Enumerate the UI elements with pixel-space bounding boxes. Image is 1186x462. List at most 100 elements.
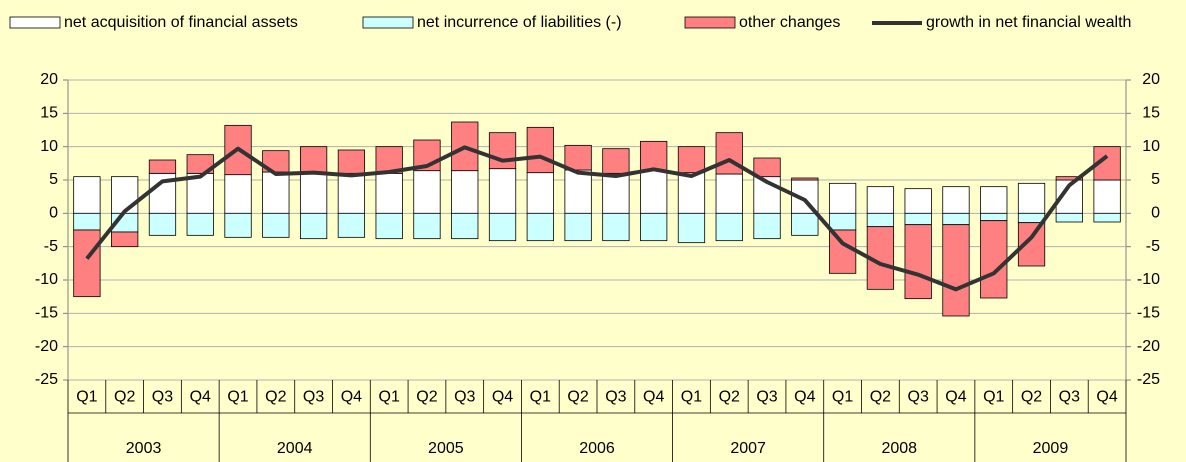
bar	[791, 177, 819, 181]
bar	[224, 212, 252, 238]
bar	[640, 170, 668, 214]
legend-swatch	[9, 16, 61, 29]
bar	[602, 212, 630, 242]
x-tick-label: Q2	[265, 389, 286, 406]
y-tick-label: 0	[49, 205, 58, 222]
bar	[1017, 182, 1046, 214]
x-tick-label: Q4	[794, 389, 815, 406]
legend-label: other changes	[739, 14, 840, 31]
x-tick-label: Q3	[605, 389, 626, 406]
bar	[564, 169, 592, 214]
bar	[1055, 176, 1083, 181]
x-tick-label: Q3	[756, 389, 777, 406]
line	[85, 145, 1109, 292]
bar	[715, 132, 743, 175]
x-tick-label: Q1	[983, 389, 1004, 406]
y-tick-label: -20	[35, 338, 58, 355]
x-tick-label: Q2	[870, 389, 891, 406]
bar	[1093, 212, 1121, 223]
bar	[186, 154, 214, 174]
bar	[73, 212, 101, 231]
legend-label: net acquisition of financial assets	[64, 14, 298, 31]
x-tick-label: Q3	[152, 389, 173, 406]
bar	[526, 212, 554, 242]
bar	[828, 212, 857, 231]
x-tick-label: Q2	[416, 389, 437, 406]
bar	[111, 176, 139, 214]
bar	[488, 168, 517, 214]
y2-tick-label: -10	[1137, 271, 1160, 288]
bar	[564, 144, 592, 171]
x-tick-label: Q1	[530, 389, 551, 406]
y-tick-label: 15	[40, 105, 58, 122]
y2-tick-label: -25	[1137, 371, 1160, 388]
x-tick-label: Q4	[341, 389, 362, 406]
bar	[904, 212, 932, 226]
y-tick-label: -10	[35, 271, 58, 288]
bar	[715, 173, 743, 214]
bar	[299, 212, 328, 240]
bar	[942, 224, 970, 317]
year-label: 2005	[428, 440, 464, 457]
x-tick-label: Q4	[643, 389, 664, 406]
bar	[942, 186, 970, 214]
y-tick-label: -25	[35, 371, 58, 388]
bar	[602, 148, 630, 174]
y2-tick-label: -20	[1137, 338, 1160, 355]
bar	[224, 174, 252, 214]
y2-tick-label: 15	[1142, 105, 1160, 122]
bar	[791, 212, 819, 236]
bar	[866, 212, 895, 228]
x-tick-label: Q2	[114, 389, 135, 406]
bar	[337, 172, 366, 214]
x-tick-label: Q4	[945, 389, 966, 406]
bar	[677, 212, 706, 244]
bar	[413, 170, 441, 214]
bar	[148, 159, 177, 174]
bar	[828, 182, 857, 214]
year-label: 2009	[1033, 440, 1069, 457]
x-tick-label: Q1	[832, 389, 853, 406]
x-tick-label: Q1	[681, 389, 702, 406]
x-tick-label: Q2	[719, 389, 740, 406]
bar	[753, 212, 781, 240]
y2-tick-label: 5	[1151, 171, 1160, 188]
legend-label: net incurrence of liabilities (-)	[417, 14, 622, 31]
year-label: 2003	[126, 440, 162, 457]
bar	[942, 212, 970, 226]
bar	[111, 231, 139, 248]
bar	[980, 212, 1008, 222]
bar	[262, 171, 290, 214]
bar	[753, 157, 781, 178]
x-tick-label: Q4	[190, 389, 211, 406]
bar	[262, 212, 290, 238]
y-tick-label: 10	[40, 138, 58, 155]
bar	[413, 212, 441, 240]
year-label: 2006	[579, 440, 615, 457]
bar	[375, 212, 403, 240]
x-tick-label: Q2	[567, 389, 588, 406]
bar	[602, 172, 630, 214]
bar	[73, 176, 101, 214]
bar	[640, 212, 668, 242]
bar	[904, 224, 932, 300]
y-tick-label: -5	[44, 238, 58, 255]
legend-swatch	[684, 16, 736, 29]
bar	[980, 220, 1008, 299]
bar	[677, 146, 706, 174]
bar	[451, 212, 479, 240]
legend-swatch	[362, 16, 414, 29]
x-tick-label: Q3	[303, 389, 324, 406]
x-tick-label: Q1	[227, 389, 248, 406]
bar	[451, 170, 479, 214]
x-tick-label: Q1	[379, 389, 400, 406]
bar	[904, 188, 932, 214]
bar	[564, 212, 592, 242]
y2-tick-label: 20	[1142, 71, 1160, 88]
y-tick-label: 5	[49, 171, 58, 188]
y2-tick-label: -15	[1137, 305, 1160, 322]
y2-tick-label: 0	[1151, 205, 1160, 222]
bar	[186, 212, 214, 236]
y-tick-label: -15	[35, 305, 58, 322]
bar	[488, 212, 517, 242]
